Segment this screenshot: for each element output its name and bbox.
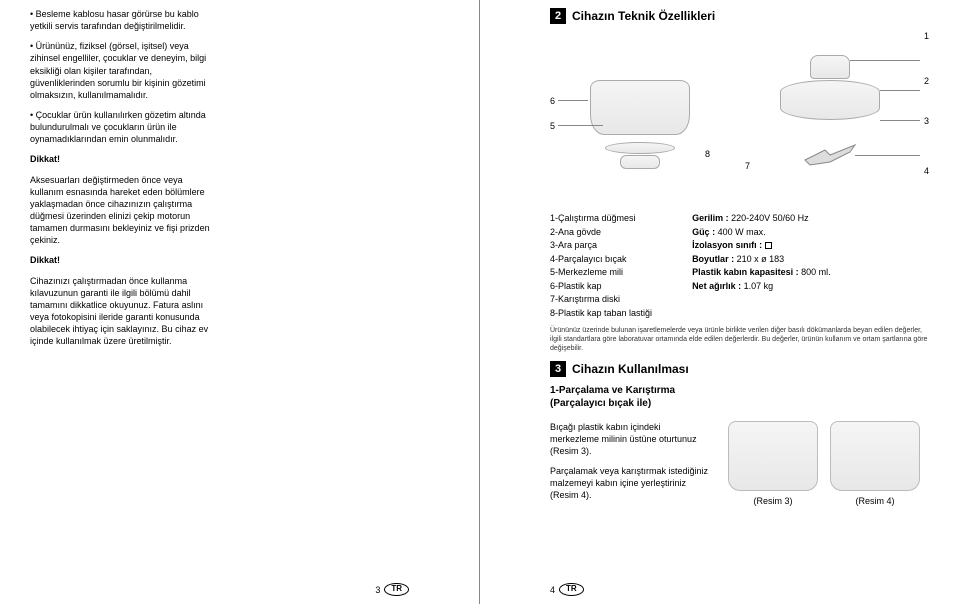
figure-4-caption: (Resim 4) [830,495,920,507]
usage-p2: Parçalamak veya karıştırmak istediğiniz … [550,465,710,501]
part-7: 7-Karıştırma diski [550,293,652,307]
leader-2 [880,90,920,91]
insulation-symbol [765,242,772,249]
diagram-num-6: 6 [550,95,555,107]
spec-dimensions: Boyutlar : 210 x ø 183 [692,253,831,267]
bullet-2: • Ürününüz, fiziksel (görsel, işitsel) v… [30,40,210,101]
subsection-1: 1-Parçalama ve Karıştırma (Parçalayıcı b… [550,384,929,411]
warning-2-body: Cihazınızı çalıştırmadan önce kullanma k… [30,275,210,348]
spec-capacity: Plastik kabın kapasitesi : 800 ml. [692,266,831,280]
section-3-title: Cihazın Kullanılması [572,361,689,377]
left-page: • Besleme kablosu hasar görürse bu kablo… [0,0,439,604]
part-4: 4-Parçalayıcı bıçak [550,253,652,267]
leader-4 [855,155,920,156]
part-1: 1-Çalıştırma düğmesi [550,212,652,226]
usage-row: Bıçağı plastik kabın içindeki merkezleme… [550,421,929,510]
left-page-footer: 3 TR [375,583,409,596]
spec-power: Güç : 400 W max. [692,226,831,240]
diagram-bowl [590,80,690,135]
diagram-ring [620,155,660,169]
diagram-num-1: 1 [924,30,929,42]
figure-3-image [728,421,818,491]
figure-4-image [830,421,920,491]
diagram-num-3: 3 [924,115,929,127]
diagram-num-2: 2 [924,75,929,87]
part-3: 3-Ara parça [550,239,652,253]
technical-diagram: 1 2 3 4 5 6 7 8 [550,30,929,200]
parts-specs-row: 1-Çalıştırma düğmesi 2-Ana gövde 3-Ara p… [550,212,929,320]
left-lang-badge: TR [384,583,409,596]
right-page-footer: 4 TR [550,583,584,596]
section-2-title: Cihazın Teknik Özellikleri [572,8,715,24]
disclaimer-note: Ürününüz üzerinde bulunan işaretlemelerd… [550,326,929,353]
bullet-3: • Çocuklar ürün kullanılırken gözetim al… [30,109,210,145]
leader-6 [558,100,588,101]
sub1-title-b: (Parçalayıcı bıçak ile) [550,397,929,411]
warning-1-body: Aksesuarları değiştirmeden önce veya kul… [30,174,210,247]
sub1-title-a: 1-Parçalama ve Karıştırma [550,384,929,398]
section-3-number: 3 [550,361,566,377]
part-8: 8-Plastik kap taban lastiği [550,307,652,321]
usage-p1: Bıçağı plastik kabın içindeki merkezleme… [550,421,710,457]
diagram-num-5: 5 [550,120,555,132]
right-page-number: 4 [550,584,555,596]
warning-2-title: Dikkat! [30,254,210,266]
figure-3: (Resim 3) [728,421,818,510]
page-divider [479,0,480,604]
figures: (Resim 3) (Resim 4) [728,421,920,510]
part-5: 5-Merkezleme mili [550,266,652,280]
section-2-number: 2 [550,8,566,24]
warning-1-title: Dikkat! [30,153,210,165]
left-page-number: 3 [375,584,380,596]
bullet-1: • Besleme kablosu hasar görürse bu kablo… [30,8,210,32]
part-2: 2-Ana gövde [550,226,652,240]
right-lang-badge: TR [559,583,584,596]
diagram-num-7: 7 [745,160,750,172]
spec-weight: Net ağırlık : 1.07 kg [692,280,831,294]
spec-voltage: Gerilim : 220-240V 50/60 Hz [692,212,831,226]
figure-4: (Resim 4) [830,421,920,510]
diagram-num-4: 4 [924,165,929,177]
figure-3-caption: (Resim 3) [728,495,818,507]
leader-1 [850,60,920,61]
section-2-header: 2 Cihazın Teknik Özellikleri [550,8,929,24]
leader-5 [558,125,603,126]
diagram-lid [780,80,880,120]
spec-insulation: İzolasyon sınıfı : [692,239,831,253]
diagram-base [605,142,675,154]
specs-list: Gerilim : 220-240V 50/60 Hz Güç : 400 W … [692,212,831,320]
diagram-blade [800,140,860,170]
left-text-column: • Besleme kablosu hasar görürse bu kablo… [30,8,210,347]
section-3-header: 3 Cihazın Kullanılması [550,361,929,377]
diagram-num-8: 8 [705,148,710,160]
leader-3 [880,120,920,121]
diagram-motor [810,55,850,79]
parts-list: 1-Çalıştırma düğmesi 2-Ana gövde 3-Ara p… [550,212,652,320]
right-page: 2 Cihazın Teknik Özellikleri 1 2 3 4 5 6… [520,0,959,604]
part-6: 6-Plastik kap [550,280,652,294]
usage-text: Bıçağı plastik kabın içindeki merkezleme… [550,421,710,510]
